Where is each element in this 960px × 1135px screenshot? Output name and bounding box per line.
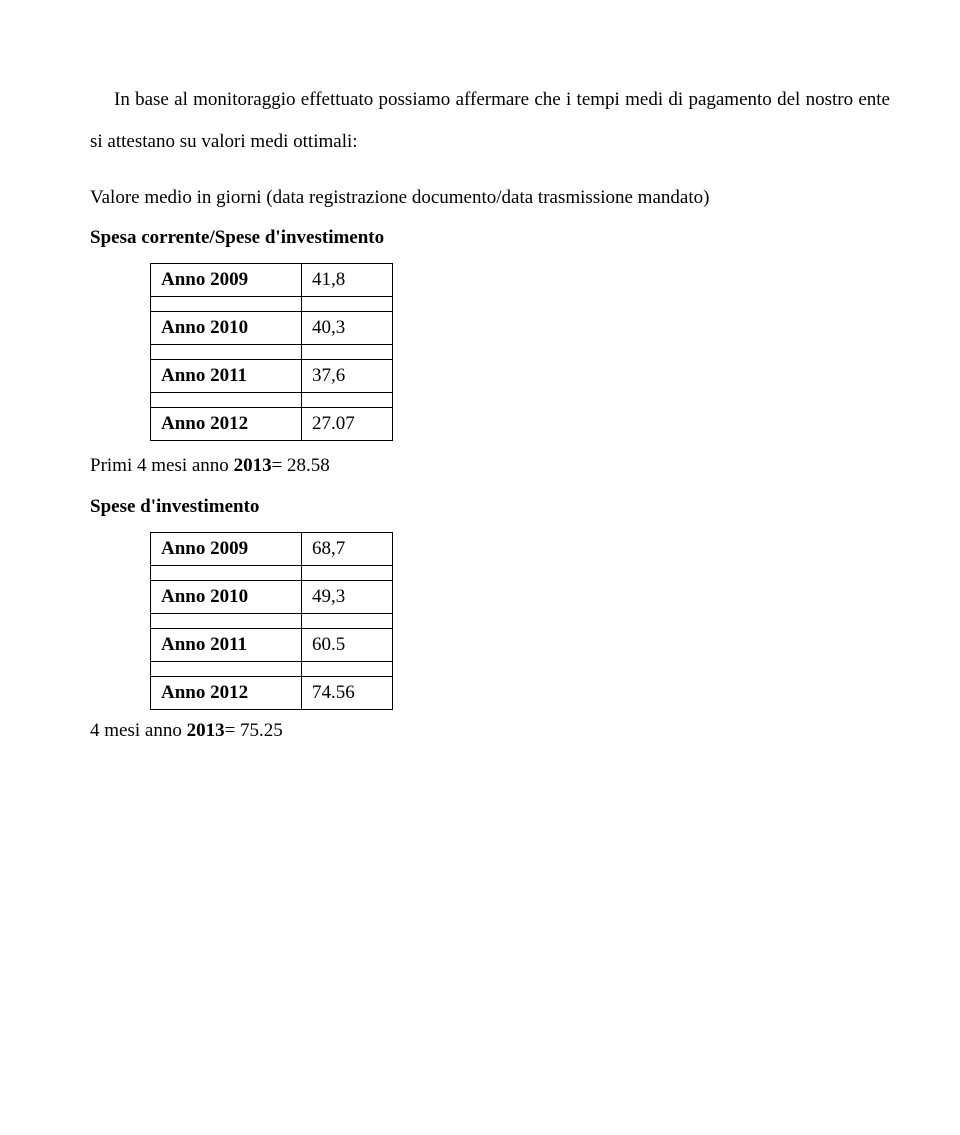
primi-4-mesi: Primi 4 mesi anno 2013= 28.58 bbox=[90, 451, 890, 481]
primi-b: 2013 bbox=[234, 455, 272, 476]
cell-value: 40,3 bbox=[302, 312, 393, 345]
cell-label: Anno 2012 bbox=[151, 677, 302, 710]
table-spesa-corrente: Anno 2009 41,8 Anno 2010 40,3 Anno 2011 … bbox=[150, 263, 393, 441]
spese-a: Spese d bbox=[90, 496, 151, 517]
cell-label: Anno 2009 bbox=[151, 533, 302, 566]
primi-c: = 28.58 bbox=[272, 455, 330, 476]
cell-value: 74.56 bbox=[302, 677, 393, 710]
table-row: Anno 2009 68,7 bbox=[151, 533, 393, 566]
cell-label: Anno 2010 bbox=[151, 581, 302, 614]
section1-line1: Valore medio in giorni (data registrazio… bbox=[90, 183, 890, 213]
table-row: Anno 2010 49,3 bbox=[151, 581, 393, 614]
cell-label: Anno 2011 bbox=[151, 629, 302, 662]
cell-value: 27.07 bbox=[302, 408, 393, 441]
table-row: Anno 2011 60.5 bbox=[151, 629, 393, 662]
table-row: Anno 2011 37,6 bbox=[151, 360, 393, 393]
spacer-row bbox=[151, 662, 393, 677]
cell-value: 60.5 bbox=[302, 629, 393, 662]
cell-label: Anno 2010 bbox=[151, 312, 302, 345]
table-row: Anno 2012 27.07 bbox=[151, 408, 393, 441]
primi-a: Primi 4 mesi anno bbox=[90, 455, 234, 476]
cell-value: 49,3 bbox=[302, 581, 393, 614]
cell-value: 68,7 bbox=[302, 533, 393, 566]
spacer-row bbox=[151, 345, 393, 360]
spese-b: investimento bbox=[156, 496, 259, 517]
intro-line1: In base al monitoraggio effettuato possi… bbox=[114, 89, 683, 110]
table-row: Anno 2010 40,3 bbox=[151, 312, 393, 345]
footer-4-mesi: 4 mesi anno 2013= 75.25 bbox=[90, 720, 890, 742]
cell-label: Anno 2012 bbox=[151, 408, 302, 441]
intro-paragraph: In base al monitoraggio effettuato possi… bbox=[90, 79, 890, 163]
spacer-row bbox=[151, 566, 393, 581]
cell-value: 37,6 bbox=[302, 360, 393, 393]
table-row: Anno 2009 41,8 bbox=[151, 264, 393, 297]
section1-line2a: Spesa corrente/Spese d bbox=[90, 227, 275, 248]
section1-line2b: investimento bbox=[281, 227, 384, 248]
cell-label: Anno 2011 bbox=[151, 360, 302, 393]
table-spese-investimento: Anno 2009 68,7 Anno 2010 49,3 Anno 2011 … bbox=[150, 532, 393, 710]
table-row: Anno 2012 74.56 bbox=[151, 677, 393, 710]
spacer-row bbox=[151, 614, 393, 629]
cell-value: 41,8 bbox=[302, 264, 393, 297]
cell-label: Anno 2009 bbox=[151, 264, 302, 297]
footer-a: 4 mesi anno bbox=[90, 720, 187, 741]
spacer-row bbox=[151, 393, 393, 408]
footer-b: 2013 bbox=[187, 720, 225, 741]
spacer-row bbox=[151, 297, 393, 312]
section1-line2: Spesa corrente/Spese d'investimento bbox=[90, 223, 890, 253]
spese-investimento-heading: Spese d'investimento bbox=[90, 492, 890, 522]
footer-c: = 75.25 bbox=[225, 720, 283, 741]
